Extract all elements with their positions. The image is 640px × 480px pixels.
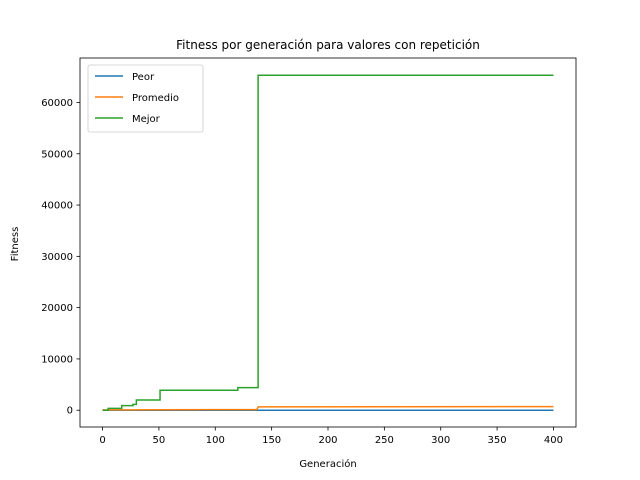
x-tick-label: 250	[375, 435, 394, 446]
x-tick-label: 0	[99, 435, 105, 446]
x-tick-label: 350	[488, 435, 507, 446]
x-tick-label: 400	[544, 435, 563, 446]
series-line-promedio	[102, 405, 554, 411]
legend-label-mejor: Mejor	[132, 114, 161, 125]
axes: 0 50 100 150 200 250 300 350 400 0 10000 20000 30000…	[41, 57, 577, 446]
x-tick-label: 50	[153, 435, 166, 446]
x-tick-label: 200	[318, 435, 337, 446]
legend: Peor Promedio Mejor	[87, 64, 204, 133]
x-tick-label: 300	[431, 435, 450, 446]
y-tick-label: 10000	[41, 354, 73, 365]
y-tick-label: 0	[67, 406, 73, 417]
plot-area	[102, 74, 554, 411]
y-tick-label: 50000	[41, 149, 73, 160]
chart-title: Fitness por generación para valores con …	[176, 38, 480, 52]
x-tick-label: 100	[206, 435, 225, 446]
y-tick-label: 20000	[41, 303, 73, 314]
x-axis-label: Generación	[299, 458, 356, 470]
y-tick-label: 60000	[41, 98, 73, 109]
legend-box	[87, 64, 204, 133]
legend-label-peor: Peor	[132, 72, 155, 83]
y-axis-label: Fitness	[10, 227, 21, 262]
y-tick-label: 30000	[41, 252, 73, 263]
legend-label-promedio: Promedio	[132, 93, 179, 104]
series-line-mejor	[102, 74, 554, 411]
x-tick-label: 150	[262, 435, 281, 446]
y-tick-label: 40000	[41, 201, 73, 212]
